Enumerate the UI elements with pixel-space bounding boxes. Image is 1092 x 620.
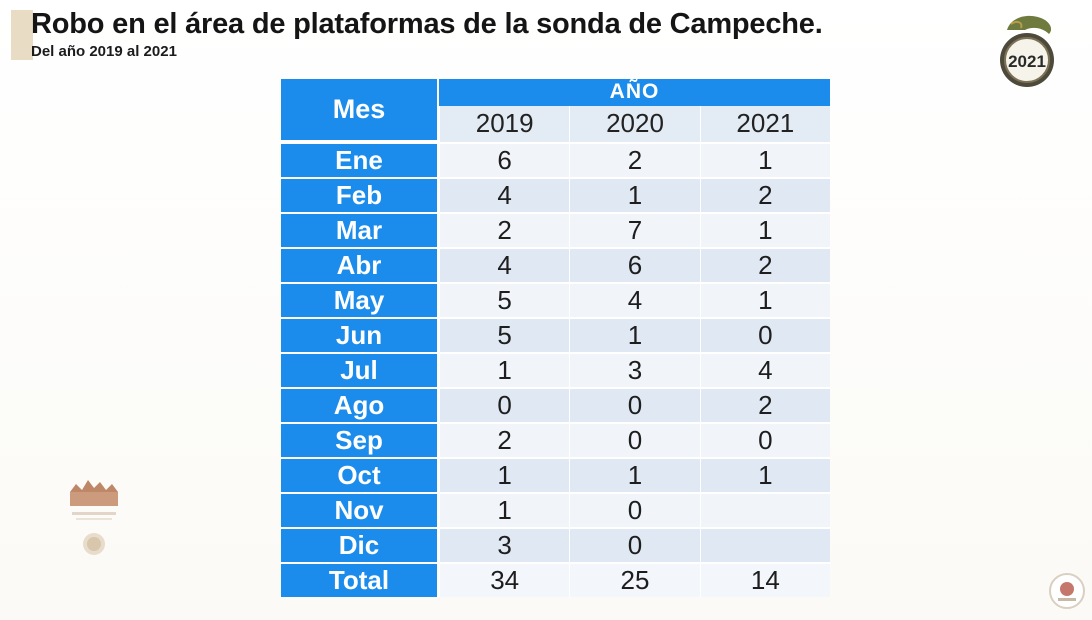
value-cell: 1 <box>569 457 700 492</box>
month-cell: Ago <box>281 387 439 422</box>
table-row: Mar 2 7 1 <box>281 212 830 247</box>
year-header-2020: 2020 <box>569 105 700 142</box>
month-cell: Jul <box>281 352 439 387</box>
value-cell: 2 <box>699 247 830 282</box>
value-cell: 0 <box>699 317 830 352</box>
value-cell: 3 <box>569 352 700 387</box>
month-column-header: Mes <box>281 79 439 142</box>
month-cell: Nov <box>281 492 439 527</box>
government-building-logo-icon <box>66 478 122 562</box>
value-cell: 4 <box>699 352 830 387</box>
title-accent-bar <box>11 10 33 60</box>
value-cell: 1 <box>699 457 830 492</box>
value-cell: 1 <box>699 282 830 317</box>
month-cell: Mar <box>281 212 439 247</box>
table-row: Nov 1 0 <box>281 492 830 527</box>
value-cell: 6 <box>439 142 570 177</box>
value-cell: 3 <box>439 527 570 562</box>
emblem-year-text: 2021 <box>1008 52 1046 71</box>
month-cell: Oct <box>281 457 439 492</box>
value-cell: 1 <box>439 457 570 492</box>
value-cell: 1 <box>439 492 570 527</box>
value-cell: 5 <box>439 282 570 317</box>
year-group-header: AÑO <box>439 79 830 106</box>
value-cell: 1 <box>569 177 700 212</box>
value-cell: 6 <box>569 247 700 282</box>
total-row: Total 34 25 14 <box>281 562 830 597</box>
value-cell: 0 <box>569 387 700 422</box>
month-cell: Dic <box>281 527 439 562</box>
value-cell: 4 <box>439 247 570 282</box>
total-value-2019: 34 <box>439 562 570 597</box>
table-row: Jul 1 3 4 <box>281 352 830 387</box>
value-cell: 7 <box>569 212 700 247</box>
table-row: Oct 1 1 1 <box>281 457 830 492</box>
value-cell: 5 <box>439 317 570 352</box>
value-cell: 0 <box>699 422 830 457</box>
robbery-table: Mes AÑO 2019 2020 2021 Ene 6 2 1 Feb 4 1… <box>281 79 830 597</box>
year-header-2021: 2021 <box>699 105 830 142</box>
slide-subtitle: Del año 2019 al 2021 <box>31 43 177 60</box>
value-cell: 1 <box>569 317 700 352</box>
value-cell: 0 <box>439 387 570 422</box>
value-cell: 0 <box>569 527 700 562</box>
value-cell: 4 <box>439 177 570 212</box>
total-value-2020: 25 <box>569 562 700 597</box>
table-row: Feb 4 1 2 <box>281 177 830 212</box>
month-cell: Jun <box>281 317 439 352</box>
value-cell: 1 <box>439 352 570 387</box>
value-cell: 1 <box>699 142 830 177</box>
table-row: Ago 0 0 2 <box>281 387 830 422</box>
value-cell: 0 <box>569 492 700 527</box>
month-cell: May <box>281 282 439 317</box>
month-cell: Abr <box>281 247 439 282</box>
month-cell: Sep <box>281 422 439 457</box>
value-cell: 4 <box>569 282 700 317</box>
value-cell: 2 <box>699 387 830 422</box>
year-2021-emblem-icon: 2021 <box>993 10 1061 88</box>
year-header-2019: 2019 <box>439 105 570 142</box>
table-row: Dic 3 0 <box>281 527 830 562</box>
value-cell <box>699 527 830 562</box>
value-cell: 1 <box>699 212 830 247</box>
total-label: Total <box>281 562 439 597</box>
month-cell: Ene <box>281 142 439 177</box>
value-cell: 2 <box>699 177 830 212</box>
value-cell: 0 <box>569 422 700 457</box>
month-cell: Feb <box>281 177 439 212</box>
table-row: Jun 5 1 0 <box>281 317 830 352</box>
total-value-2021: 14 <box>699 562 830 597</box>
table-row: Abr 4 6 2 <box>281 247 830 282</box>
government-seal-icon <box>1048 572 1086 610</box>
value-cell: 2 <box>569 142 700 177</box>
table-row: Ene 6 2 1 <box>281 142 830 177</box>
table-row: Sep 2 0 0 <box>281 422 830 457</box>
value-cell <box>699 492 830 527</box>
table-row: May 5 4 1 <box>281 282 830 317</box>
value-cell: 2 <box>439 212 570 247</box>
value-cell: 2 <box>439 422 570 457</box>
slide-title: Robo en el área de plataformas de la son… <box>31 8 823 40</box>
